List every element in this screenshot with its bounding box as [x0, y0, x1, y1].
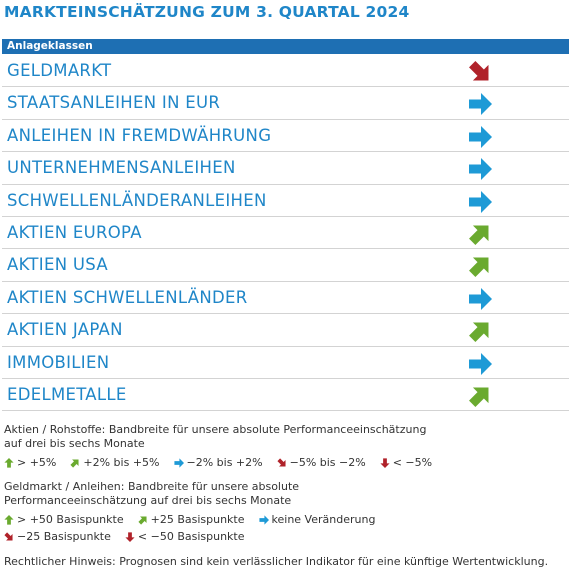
row-label: EDELMETALLE: [7, 384, 127, 404]
row-label: GELDMARKT: [7, 61, 112, 80]
row: ANLEIHEN IN FREMDWÄHRUNG: [2, 120, 569, 153]
legend-text: < −5%: [392, 456, 433, 469]
row: AKTIEN SCHWELLENLÄNDER: [2, 282, 569, 315]
legend-items: −25 Basispunkte < −50 Basispunkte: [4, 530, 444, 544]
row: SCHWELLENLÄNDERANLEIHEN: [2, 185, 569, 217]
row: EDELMETALLE: [2, 379, 569, 412]
legal-note: Rechtlicher Hinweis: Prognosen sind kein…: [4, 555, 549, 568]
legend-text: keine Veränderung: [271, 513, 376, 526]
arrow-right: [469, 287, 492, 310]
row-label: SCHWELLENLÄNDERANLEIHEN: [7, 190, 267, 210]
legend-item: −25 Basispunkte: [4, 530, 111, 544]
legend-item: −2% bis +2%: [173, 456, 263, 470]
row-label: AKTIEN USA: [7, 255, 108, 275]
arrow-down-right: [464, 57, 496, 87]
legend-item: < −5%: [380, 456, 432, 470]
legend-money: Geldmarkt / Anleihen: Bandbreite für uns…: [4, 480, 444, 544]
legend-equity: Aktien / Rohstoffe: Bandbreite für unser…: [4, 423, 444, 470]
legend-text: < −50 Basispunkte: [137, 530, 245, 543]
table: GELDMARKT STAATSANLEIHEN IN EUR ANLEIHEN…: [2, 55, 569, 412]
legend-item: +25 Basispunkte: [137, 513, 245, 527]
arrow-up-right: [464, 380, 496, 411]
row-label: AKTIEN JAPAN: [7, 320, 123, 340]
legend-text: −2% bis +2%: [186, 456, 263, 469]
legend-items: > +50 Basispunkte +25 Basispunkte keine …: [4, 513, 444, 527]
row-label: STAATSANLEIHEN IN EUR: [7, 93, 221, 113]
row-label: AKTIEN SCHWELLENLÄNDER: [7, 287, 248, 307]
table-header: Anlageklassen: [2, 39, 569, 54]
legend-item: > +5%: [4, 456, 56, 470]
row-label: ANLEIHEN IN FREMDWÄHRUNG: [7, 125, 272, 145]
row-label: IMMOBILIEN: [7, 352, 110, 372]
title: MARKTEINSCHÄTZUNG ZUM 3. QUARTAL 2024: [4, 3, 410, 21]
row: AKTIEN USA: [2, 249, 569, 282]
legend-text: +25 Basispunkte: [150, 513, 245, 526]
arrow-right: [469, 125, 492, 148]
legend-item: > +50 Basispunkte: [4, 513, 124, 527]
row: AKTIEN EUROPA: [2, 217, 569, 250]
arrow-up-right: [464, 316, 496, 347]
row: IMMOBILIEN: [2, 347, 569, 379]
legend-text: > +5%: [17, 456, 57, 469]
legend-item: −5% bis −2%: [276, 456, 366, 470]
arrow-up-right: [464, 218, 496, 249]
legend-text: +2% bis +5%: [83, 456, 160, 469]
arrow-up-right: [464, 251, 496, 282]
arrow-right: [469, 93, 492, 116]
legend-description: Geldmarkt / Anleihen: Bandbreite für uns…: [4, 480, 300, 507]
legend-text: > +50 Basispunkte: [17, 513, 124, 526]
row: STAATSANLEIHEN IN EUR: [2, 87, 569, 120]
row-label: UNTERNEHMENSANLEIHEN: [7, 158, 236, 178]
row-label: AKTIEN EUROPA: [7, 222, 142, 242]
legend-text: −5% bis −2%: [289, 456, 366, 469]
arrow-right: [469, 352, 492, 375]
legend-text: −25 Basispunkte: [17, 530, 111, 543]
row: AKTIEN JAPAN: [2, 314, 569, 347]
row: GELDMARKT: [2, 55, 569, 88]
legend-item: +2% bis +5%: [70, 456, 160, 470]
legend-item: keine Veränderung: [258, 513, 376, 527]
row: UNTERNEHMENSANLEIHEN: [2, 152, 569, 185]
legend-description: Aktien / Rohstoffe: Bandbreite für unser…: [4, 423, 427, 450]
legend-item: < −50 Basispunkte: [125, 530, 245, 544]
arrow-right: [469, 190, 492, 213]
legend-items: > +5% +2% bis +5% −2% bis +2% −5% bis −2…: [4, 456, 444, 470]
arrow-right: [469, 158, 492, 181]
